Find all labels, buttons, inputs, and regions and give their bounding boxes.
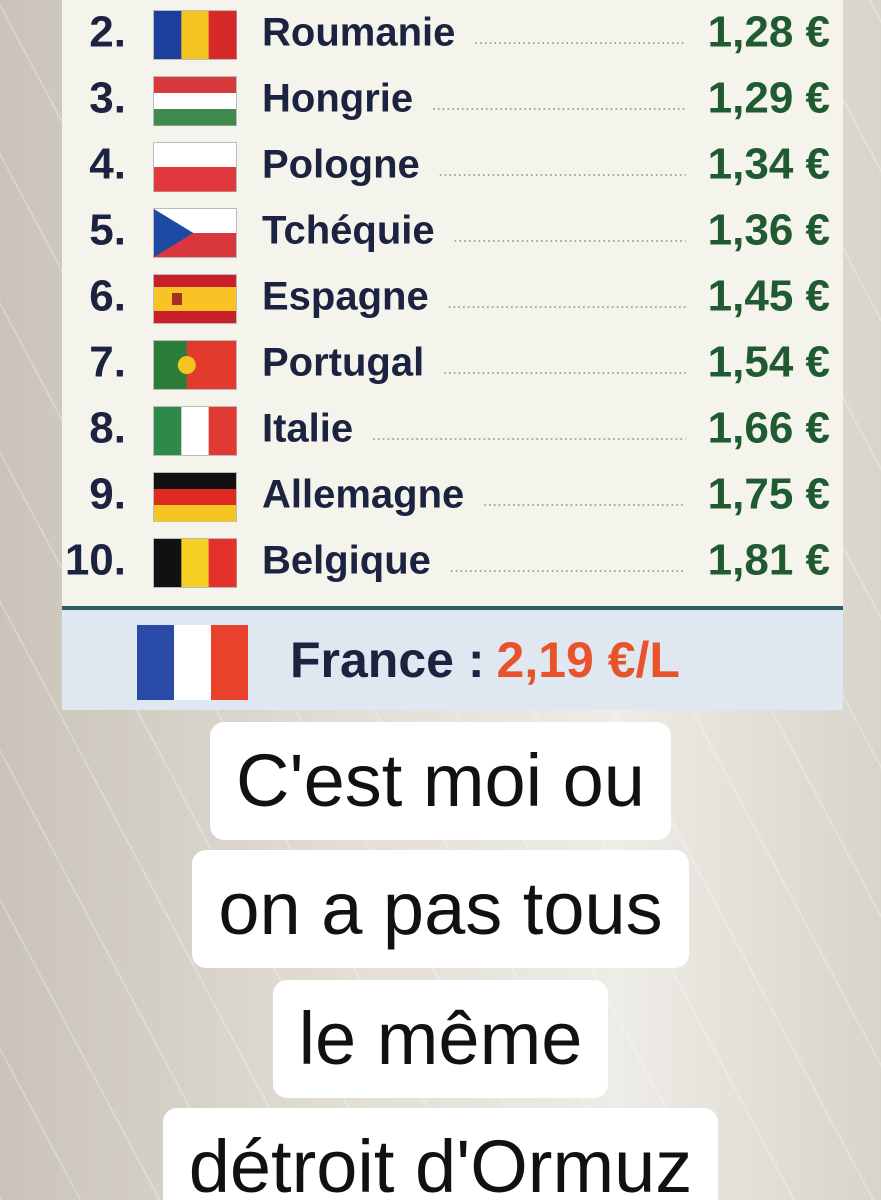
- flag: [153, 76, 237, 126]
- rank: 3.: [89, 74, 126, 123]
- price: 1,34 €: [708, 140, 830, 189]
- country-name: Pologne: [262, 143, 420, 187]
- price: 1,28 €: [708, 8, 830, 57]
- country-name: Italie: [262, 407, 353, 451]
- caption-line-box: on a pas tous: [0, 850, 881, 968]
- flag-stripe: [154, 143, 236, 168]
- flag-triangle: [154, 209, 194, 257]
- flag-stripe: [208, 407, 237, 455]
- france-flag: [137, 625, 248, 700]
- price: 1,36 €: [708, 206, 830, 255]
- rank: 8.: [89, 404, 126, 453]
- flag-stripe: [208, 11, 237, 59]
- flag-stripe: [154, 473, 236, 490]
- price: 1,75 €: [708, 470, 830, 519]
- france-label: France :: [290, 632, 485, 688]
- rank: 7.: [89, 338, 126, 387]
- flag-stripe: [181, 407, 210, 455]
- flag-stripe: [154, 77, 236, 94]
- price: 1,66 €: [708, 404, 830, 453]
- flag-stripe: [154, 539, 182, 587]
- caption-line: le même: [272, 980, 609, 1098]
- rank: 5.: [89, 206, 126, 255]
- flag: [153, 406, 237, 456]
- flag-stripe: [154, 93, 236, 110]
- flag-stripe: [208, 539, 237, 587]
- price: 1,45 €: [708, 272, 830, 321]
- flag-stripe: [154, 407, 182, 455]
- rank: 4.: [89, 140, 126, 189]
- flag-stripe: [154, 11, 182, 59]
- flag-emblem: [177, 356, 196, 374]
- flag-emblem: [172, 293, 182, 305]
- price: 1,54 €: [708, 338, 830, 387]
- flag: [153, 340, 237, 390]
- flag: [153, 10, 237, 60]
- price: 1,29 €: [708, 74, 830, 123]
- france-price: 2,19 €/L: [497, 632, 680, 688]
- caption-line-box: le même: [0, 980, 881, 1098]
- country-name: Roumanie: [262, 11, 455, 55]
- ranking-board: France : 2,19 €/L 2. Roumanie 1,28 € 3. Hong…: [62, 0, 843, 710]
- flag-stripe: [181, 539, 210, 587]
- country-name: Hongrie: [262, 77, 413, 121]
- flag-stripe: [154, 489, 236, 506]
- caption-line: détroit d'Ormuz: [162, 1108, 719, 1200]
- flag-stripe: [181, 11, 210, 59]
- country-name: Portugal: [262, 341, 424, 385]
- flag: [153, 472, 237, 522]
- country-name: Allemagne: [262, 473, 464, 517]
- flag-stripe: [154, 109, 236, 126]
- rank: 2.: [89, 8, 126, 57]
- rank: 10.: [65, 536, 126, 585]
- flag: [153, 142, 237, 192]
- flag-stripe: [154, 505, 236, 522]
- rank: 6.: [89, 272, 126, 321]
- flag: [153, 274, 237, 324]
- caption-line-box: C'est moi ou: [0, 722, 881, 840]
- country-name: Tchéquie: [262, 209, 435, 253]
- caption-line: on a pas tous: [192, 850, 689, 968]
- caption-line: C'est moi ou: [210, 722, 671, 840]
- country-name: Espagne: [262, 275, 429, 319]
- flag: [153, 208, 237, 258]
- flag-stripe: [154, 287, 236, 311]
- flag-stripe: [154, 167, 236, 192]
- band-separator: [62, 606, 843, 610]
- caption-line-box: détroit d'Ormuz: [0, 1108, 881, 1200]
- price: 1,81 €: [708, 536, 830, 585]
- rank: 9.: [89, 470, 126, 519]
- country-name: Belgique: [262, 539, 431, 583]
- flag: [153, 538, 237, 588]
